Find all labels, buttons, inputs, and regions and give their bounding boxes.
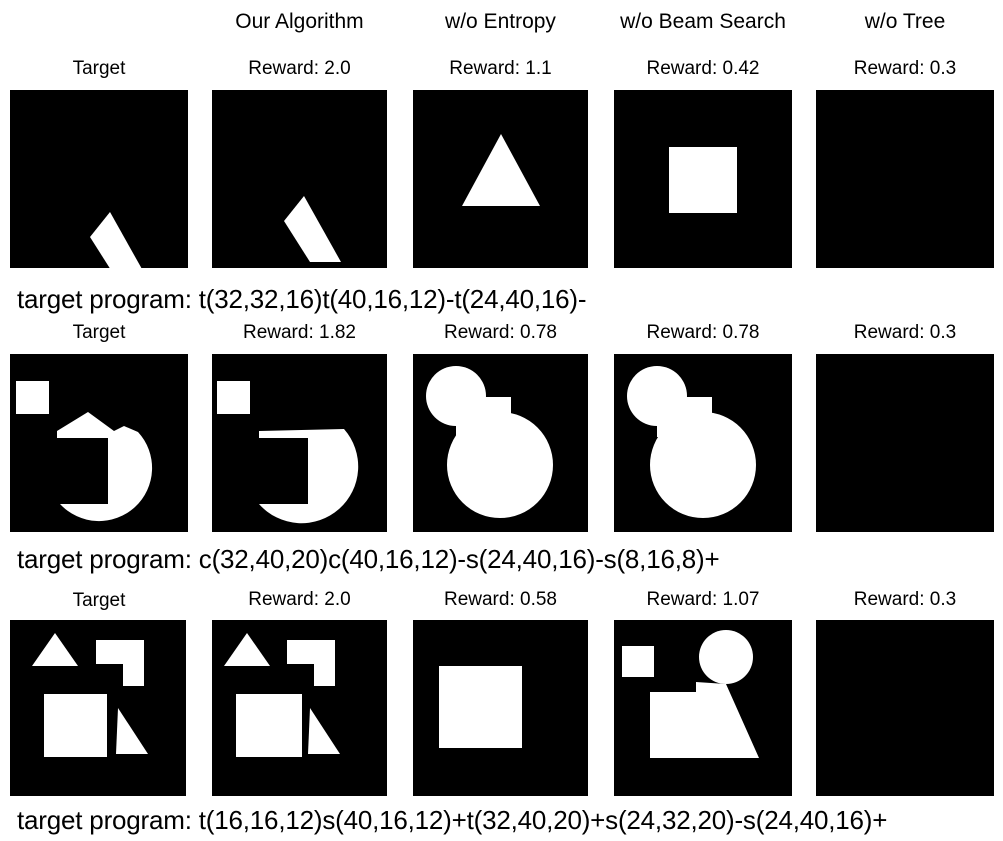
- row3-ours-reward: Reward: 2.0: [248, 589, 351, 610]
- row2-no-beam-image: [614, 354, 792, 532]
- row2-target-label: Target: [72, 322, 126, 343]
- row2-no-beam-reward: Reward: 0.78: [646, 322, 760, 343]
- row1-ours-reward: Reward: 2.0: [248, 58, 351, 79]
- row2-ours-image: [212, 354, 387, 532]
- row2-no-tree-image: [816, 354, 994, 532]
- row1-no-beam-image: [614, 90, 792, 268]
- row3-target-image: [10, 620, 186, 796]
- row1-no-tree-image: [816, 90, 994, 268]
- row1-target-image: [10, 90, 188, 268]
- row3-no-beam-reward: Reward: 1.07: [646, 589, 760, 610]
- row3-no-beam-image: [614, 620, 792, 796]
- column-heading-no-entropy: w/o Entropy: [445, 10, 556, 33]
- row3-no-entropy-reward: Reward: 0.58: [443, 589, 557, 610]
- row2-target-image: [10, 354, 188, 532]
- row3-no-tree-reward: Reward: 0.3: [853, 589, 957, 610]
- column-heading-no-beam-search: w/o Beam Search: [620, 10, 786, 33]
- row2-no-entropy-image: [413, 354, 588, 532]
- row3-no-tree-image: [816, 620, 994, 796]
- row2-no-tree-reward: Reward: 0.3: [853, 322, 957, 343]
- row2-target-program: target program: c(32,40,20)c(40,16,12)-s…: [17, 544, 720, 574]
- row1-target-program: target program: t(32,32,16)t(40,16,12)-t…: [17, 284, 587, 314]
- row1-no-tree-reward: Reward: 0.3: [853, 58, 957, 79]
- row1-target-label: Target: [72, 58, 126, 79]
- row3-no-entropy-image: [413, 620, 588, 796]
- row3-ours-image: [212, 620, 387, 796]
- row3-target-program: target program: t(16,16,12)s(40,16,12)+t…: [17, 805, 888, 835]
- row1-no-beam-reward: Reward: 0.42: [646, 58, 760, 79]
- row1-no-entropy-image: [413, 90, 588, 268]
- row1-no-entropy-reward: Reward: 1.1: [449, 58, 552, 79]
- column-heading-ours: Our Algorithm: [235, 10, 364, 33]
- row2-no-entropy-reward: Reward: 0.78: [443, 322, 557, 343]
- column-heading-no-tree: w/o Tree: [864, 10, 946, 33]
- row1-ours-image: [212, 90, 387, 268]
- row3-target-label: Target: [72, 590, 126, 611]
- row2-ours-reward: Reward: 1.82: [242, 322, 356, 343]
